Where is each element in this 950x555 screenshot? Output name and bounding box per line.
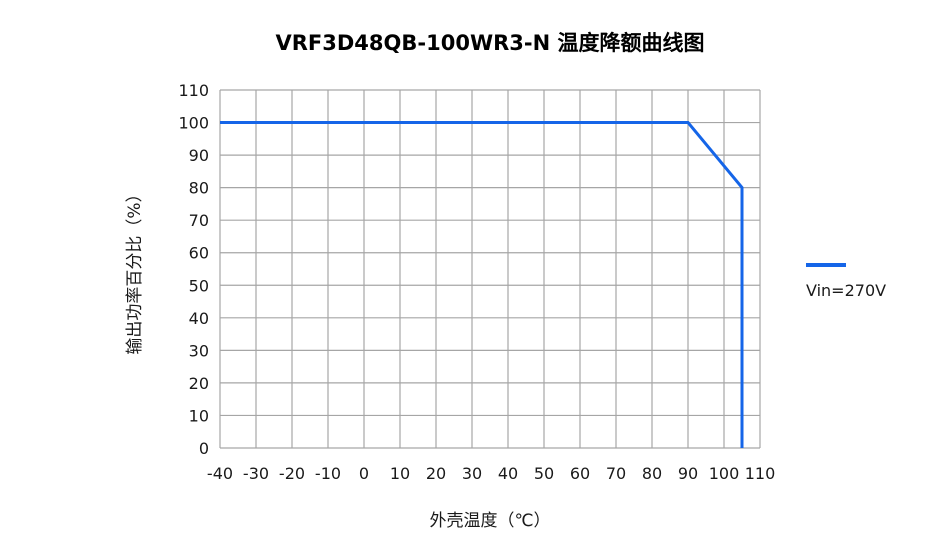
x-tick-label: 70 xyxy=(606,464,626,483)
y-tick-label: 110 xyxy=(178,81,209,100)
series-lines xyxy=(220,121,744,448)
y-tick-label: 60 xyxy=(189,244,209,263)
y-tick-label: 20 xyxy=(189,374,209,393)
x-tick-label: 110 xyxy=(745,464,776,483)
y-tick-label: 50 xyxy=(189,276,209,295)
grid xyxy=(219,89,761,449)
y-tick-label: 70 xyxy=(189,211,209,230)
x-tick-label: 40 xyxy=(498,464,518,483)
x-tick-label: 90 xyxy=(678,464,698,483)
x-tick-label: 20 xyxy=(426,464,446,483)
x-tick-label: 80 xyxy=(642,464,662,483)
x-tick-label: -40 xyxy=(207,464,233,483)
x-tick-label: 0 xyxy=(359,464,369,483)
x-tick-label: -30 xyxy=(243,464,269,483)
x-tick-label: -20 xyxy=(279,464,305,483)
chart-title: VRF3D48QB-100WR3-N 温度降额曲线图 xyxy=(276,31,705,55)
x-tick-label: -10 xyxy=(315,464,341,483)
y-tick-label: 0 xyxy=(199,439,209,458)
y-tick-label: 30 xyxy=(189,341,209,360)
y-tick-labels: 0 10 20 30 40 50 60 70 80 90 100 110 xyxy=(178,81,209,458)
x-tick-label: 100 xyxy=(709,464,740,483)
x-tick-labels: -40 -30 -20 -10 0 10 20 30 40 50 60 70 80 90 100 110 xyxy=(207,464,775,483)
legend-label: Vin=270V xyxy=(806,281,886,300)
y-axis-label: 输出功率百分比（%） xyxy=(125,185,145,354)
series-line xyxy=(220,121,744,448)
y-tick-label: 100 xyxy=(178,114,209,133)
y-tick-label: 90 xyxy=(189,146,209,165)
legend: Vin=270V xyxy=(806,263,886,300)
y-tick-label: 40 xyxy=(189,309,209,328)
x-axis-label: 外壳温度（℃） xyxy=(429,511,550,531)
x-tick-label: 10 xyxy=(390,464,410,483)
y-tick-label: 10 xyxy=(189,406,209,425)
y-tick-label: 80 xyxy=(189,179,209,198)
x-tick-label: 30 xyxy=(462,464,482,483)
x-tick-label: 50 xyxy=(534,464,554,483)
x-tick-label: 60 xyxy=(570,464,590,483)
